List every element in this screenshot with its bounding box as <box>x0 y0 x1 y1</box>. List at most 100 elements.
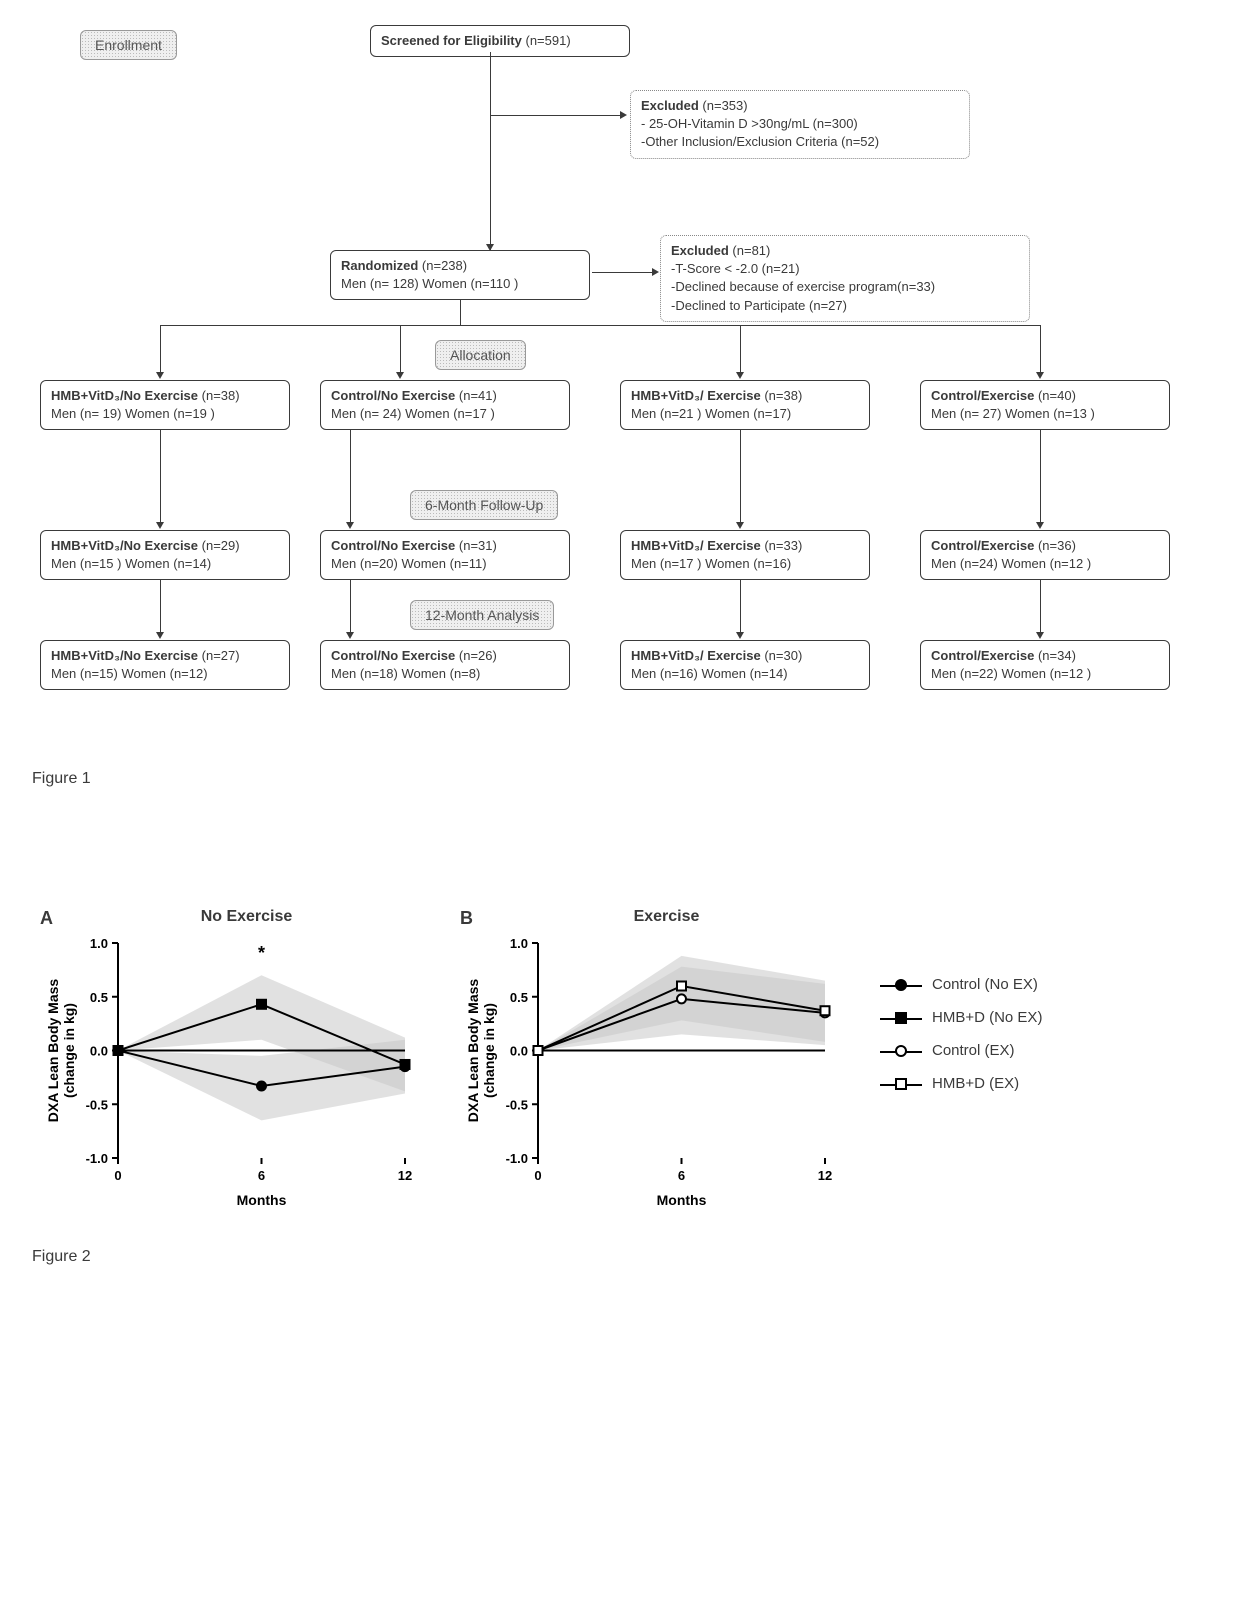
svg-text:1.0: 1.0 <box>510 936 528 951</box>
m12-1-title: Control/No Exercise <box>331 648 455 663</box>
arrow-head <box>652 268 659 276</box>
arrow <box>1040 430 1041 524</box>
rand-n: (n=238) <box>422 258 467 273</box>
alloc2-n: (n=38) <box>764 388 802 403</box>
m6-3-title: Control/Exercise <box>931 538 1034 553</box>
legend-item: Control (EX) <box>880 1034 1042 1067</box>
node-alloc-0: HMB+VitD₃/No Exercise (n=38) Men (n= 19)… <box>40 380 290 430</box>
alloc3-n: (n=40) <box>1038 388 1076 403</box>
svg-text:0.0: 0.0 <box>90 1044 108 1059</box>
m12-2-title: HMB+VitD₃/ Exercise <box>631 648 761 663</box>
svg-text:(change in kg): (change in kg) <box>61 1003 77 1098</box>
m6-0-sub: Men (n=15 ) Women (n=14) <box>51 556 211 571</box>
m6-2-n: (n=33) <box>764 538 802 553</box>
m12-0-n: (n=27) <box>202 648 240 663</box>
node-alloc-3: Control/Exercise (n=40) Men (n= 27) Wome… <box>920 380 1170 430</box>
m6-0-title: HMB+VitD₃/No Exercise <box>51 538 198 553</box>
svg-text:-1.0: -1.0 <box>506 1151 528 1166</box>
svg-text:Months: Months <box>237 1192 287 1208</box>
svg-text:12: 12 <box>818 1168 832 1183</box>
svg-text:6: 6 <box>258 1168 265 1183</box>
arrow-head <box>156 372 164 379</box>
arrow-head <box>620 111 627 119</box>
svg-text:DXA Lean Body Mass: DXA Lean Body Mass <box>45 979 61 1123</box>
node-excluded-2: Excluded (n=81) -T-Score < -2.0 (n=21) -… <box>660 235 1030 322</box>
arrow-head <box>1036 372 1044 379</box>
m12-1-sub: Men (n=18) Women (n=8) <box>331 666 480 681</box>
phase-allocation: Allocation <box>435 340 526 370</box>
m6-1-sub: Men (n=20) Women (n=11) <box>331 556 487 571</box>
alloc1-sub: Men (n= 24) Women (n=17 ) <box>331 406 495 421</box>
m12-3-title: Control/Exercise <box>931 648 1034 663</box>
legend-swatch <box>880 976 922 994</box>
excl2-title: Excluded <box>671 243 729 258</box>
arrow-head <box>396 372 404 379</box>
node-excluded-1: Excluded (n=353) - 25-OH-Vitamin D >30ng… <box>630 90 970 159</box>
phase-analysis: 12-Month Analysis <box>410 600 554 630</box>
chart-panel-b: B Exercise -1.0-0.50.00.51.00612MonthsDX… <box>460 908 840 1218</box>
arrow-head <box>1036 522 1044 529</box>
svg-text:0.0: 0.0 <box>510 1044 528 1059</box>
svg-text:(change in kg): (change in kg) <box>481 1003 497 1098</box>
arrow <box>350 580 351 634</box>
panel-b-letter: B <box>460 908 473 929</box>
arrow-head <box>1036 632 1044 639</box>
chart-panel-a: A No Exercise -1.0-0.50.00.51.00612Month… <box>40 908 420 1218</box>
m12-0-title: HMB+VitD₃/No Exercise <box>51 648 198 663</box>
figure-1-caption: Figure 1 <box>32 770 1220 788</box>
alloc1-n: (n=41) <box>459 388 497 403</box>
svg-text:-0.5: -0.5 <box>86 1097 108 1112</box>
svg-text:0: 0 <box>114 1168 121 1183</box>
arrow-head <box>346 632 354 639</box>
arrow <box>160 430 161 524</box>
arrow-head <box>346 522 354 529</box>
alloc0-n: (n=38) <box>202 388 240 403</box>
chart-b-svg: -1.0-0.50.00.51.00612MonthsDXA Lean Body… <box>460 933 840 1213</box>
legend-swatch <box>880 1042 922 1060</box>
node-screened: Screened for Eligibility (n=591) <box>370 25 630 57</box>
arrow <box>460 300 461 325</box>
chart-a-svg: -1.0-0.50.00.51.00612MonthsDXA Lean Body… <box>40 933 420 1213</box>
m6-2-sub: Men (n=17 ) Women (n=16) <box>631 556 791 571</box>
chart-legend: Control (No EX) HMB+D (No EX) Control (E… <box>880 968 1042 1100</box>
panel-b-title: Exercise <box>493 908 840 926</box>
node-m12-1: Control/No Exercise (n=26) Men (n=18) Wo… <box>320 640 570 690</box>
alloc2-sub: Men (n=21 ) Women (n=17) <box>631 406 791 421</box>
excl2-l2: -Declined because of exercise program(n=… <box>671 279 935 294</box>
arrow <box>400 325 401 374</box>
svg-text:1.0: 1.0 <box>90 936 108 951</box>
node-m6-2: HMB+VitD₃/ Exercise (n=33) Men (n=17 ) W… <box>620 530 870 580</box>
figure-2-charts: A No Exercise -1.0-0.50.00.51.00612Month… <box>40 908 1220 1218</box>
legend-item: HMB+D (No EX) <box>880 1001 1042 1034</box>
excl1-l2: -Other Inclusion/Exclusion Criteria (n=5… <box>641 134 879 149</box>
alloc0-title: HMB+VitD₃/No Exercise <box>51 388 198 403</box>
m12-3-sub: Men (n=22) Women (n=12 ) <box>931 666 1091 681</box>
phase-followup: 6-Month Follow-Up <box>410 490 558 520</box>
svg-text:DXA Lean Body Mass: DXA Lean Body Mass <box>465 979 481 1123</box>
m6-1-n: (n=31) <box>459 538 497 553</box>
m6-3-n: (n=36) <box>1038 538 1076 553</box>
legend-label: HMB+D (No EX) <box>932 1001 1042 1034</box>
legend-swatch <box>880 1009 922 1027</box>
screened-n: (n=591) <box>526 33 571 48</box>
node-alloc-1: Control/No Exercise (n=41) Men (n= 24) W… <box>320 380 570 430</box>
arrow <box>1040 580 1041 634</box>
node-m6-1: Control/No Exercise (n=31) Men (n=20) Wo… <box>320 530 570 580</box>
excl2-l1: -T-Score < -2.0 (n=21) <box>671 261 800 276</box>
svg-text:-0.5: -0.5 <box>506 1097 528 1112</box>
figure-2-caption: Figure 2 <box>32 1248 1220 1266</box>
excl1-n: (n=353) <box>702 98 747 113</box>
panel-a-title: No Exercise <box>73 908 420 926</box>
rand-title: Randomized <box>341 258 418 273</box>
alloc2-title: HMB+VitD₃/ Exercise <box>631 388 761 403</box>
phase-enrollment: Enrollment <box>80 30 177 60</box>
m6-0-n: (n=29) <box>202 538 240 553</box>
svg-text:6: 6 <box>678 1168 685 1183</box>
m12-2-n: (n=30) <box>764 648 802 663</box>
arrow-head <box>486 244 494 251</box>
arrow-head <box>736 632 744 639</box>
node-m12-3: Control/Exercise (n=34) Men (n=22) Women… <box>920 640 1170 690</box>
svg-text:12: 12 <box>398 1168 412 1183</box>
m12-2-sub: Men (n=16) Women (n=14) <box>631 666 788 681</box>
alloc1-title: Control/No Exercise <box>331 388 455 403</box>
